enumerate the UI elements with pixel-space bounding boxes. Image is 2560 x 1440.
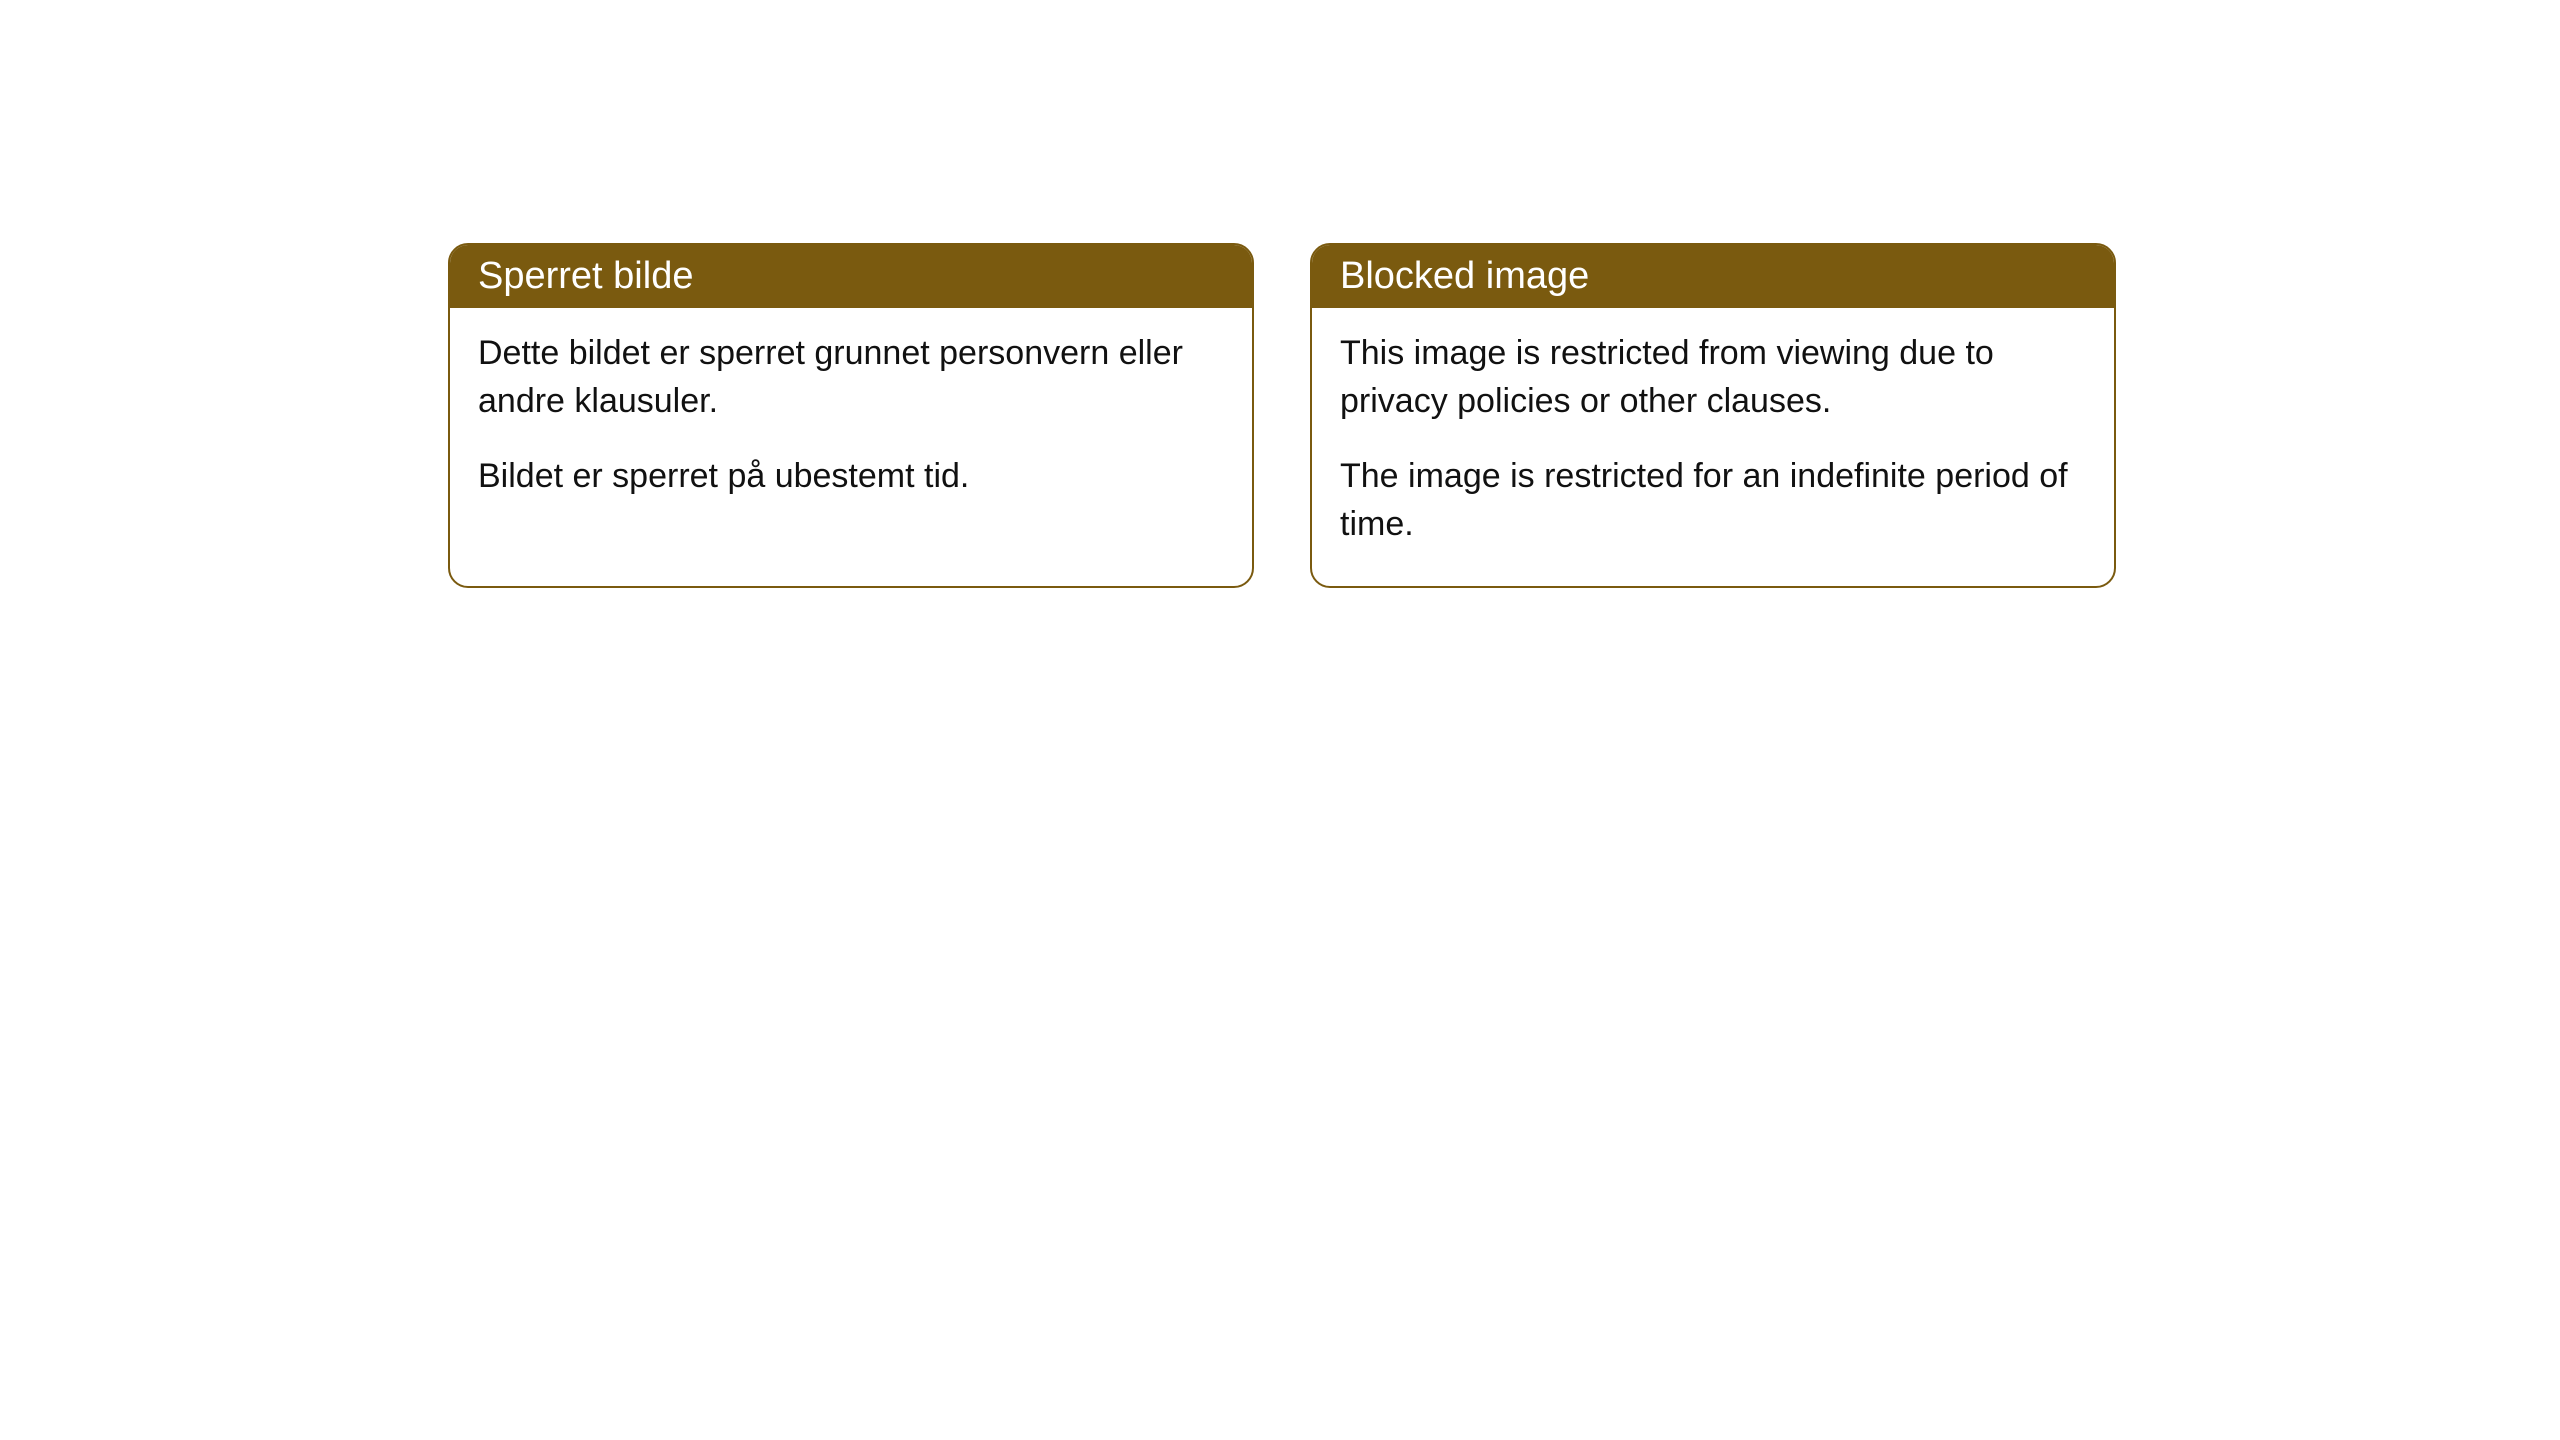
card-english: Blocked image This image is restricted f… xyxy=(1310,243,2116,588)
card-body-norwegian: Dette bildet er sperret grunnet personve… xyxy=(450,308,1252,539)
card-title-norwegian: Sperret bilde xyxy=(478,255,693,297)
card-header-norwegian: Sperret bilde xyxy=(450,245,1252,308)
card-paragraph-1-norwegian: Dette bildet er sperret grunnet personve… xyxy=(478,330,1224,425)
card-norwegian: Sperret bilde Dette bildet er sperret gr… xyxy=(448,243,1254,588)
card-paragraph-1-english: This image is restricted from viewing du… xyxy=(1340,330,2086,425)
card-paragraph-2-norwegian: Bildet er sperret på ubestemt tid. xyxy=(478,453,1224,501)
card-paragraph-2-english: The image is restricted for an indefinit… xyxy=(1340,453,2086,548)
card-title-english: Blocked image xyxy=(1340,255,1589,297)
card-header-english: Blocked image xyxy=(1312,245,2114,308)
card-body-english: This image is restricted from viewing du… xyxy=(1312,308,2114,586)
cards-container: Sperret bilde Dette bildet er sperret gr… xyxy=(0,0,2560,588)
